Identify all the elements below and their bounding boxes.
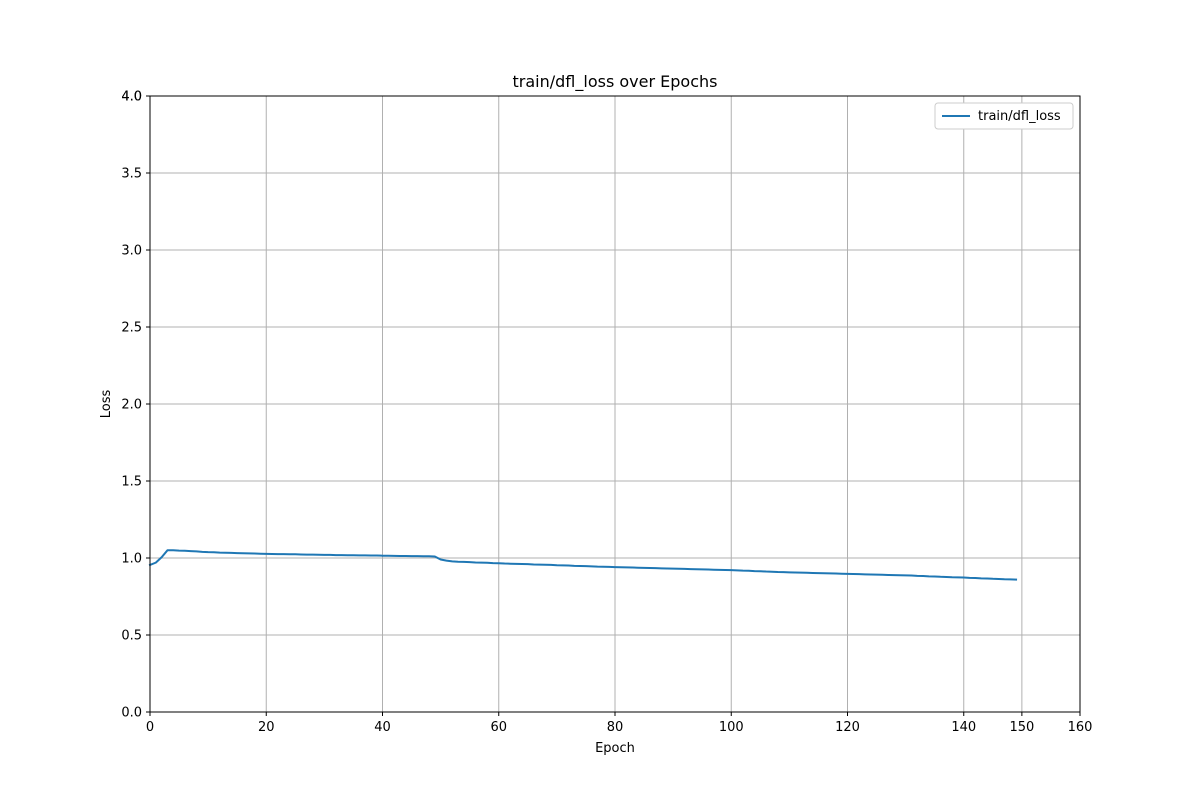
y-tick-label: 4.0 xyxy=(121,90,142,105)
x-tick-label: 140 xyxy=(951,720,976,735)
chart-title: train/dfl_loss over Epochs xyxy=(513,72,718,92)
series-layer xyxy=(148,549,1018,581)
x-tick-label: 120 xyxy=(835,720,860,735)
x-tick-label: 160 xyxy=(1068,720,1093,735)
y-tick-label: 4.0 xyxy=(121,90,142,105)
y-tick-label: 0.5 xyxy=(121,629,142,644)
x-tick-label: 40 xyxy=(374,720,391,735)
x-tick-label: 20 xyxy=(258,720,275,735)
y-tick-label: 1.5 xyxy=(121,475,142,490)
y-tick-label: 2.0 xyxy=(121,398,142,413)
x-axis-label: Epoch xyxy=(595,741,635,756)
legend-label: train/dfl_loss xyxy=(978,109,1061,124)
y-axis-label: Loss xyxy=(99,390,114,419)
axis-ticks: 0 20 40 60 80 100 120 140 150 160 0.0 0.5 1.0 1.5 2.0 2… xyxy=(121,90,1092,736)
y-tick-label: 3.0 xyxy=(121,244,142,259)
x-tick-label: 0 xyxy=(146,720,154,735)
x-tick-label: 150 xyxy=(1009,720,1034,735)
y-tick-label: 1.0 xyxy=(121,552,142,567)
x-tick-label: 100 xyxy=(719,720,744,735)
series-line-0 xyxy=(148,549,1018,581)
x-tick-label: 60 xyxy=(490,720,507,735)
legend: train/dfl_loss xyxy=(934,102,1074,130)
legend-box xyxy=(934,102,1074,130)
y-tick-label: 3.5 xyxy=(121,167,142,182)
y-tick-label: 2.5 xyxy=(121,321,142,336)
y-tick-label: 0.0 xyxy=(121,706,142,721)
x-tick-label: 80 xyxy=(607,720,624,735)
